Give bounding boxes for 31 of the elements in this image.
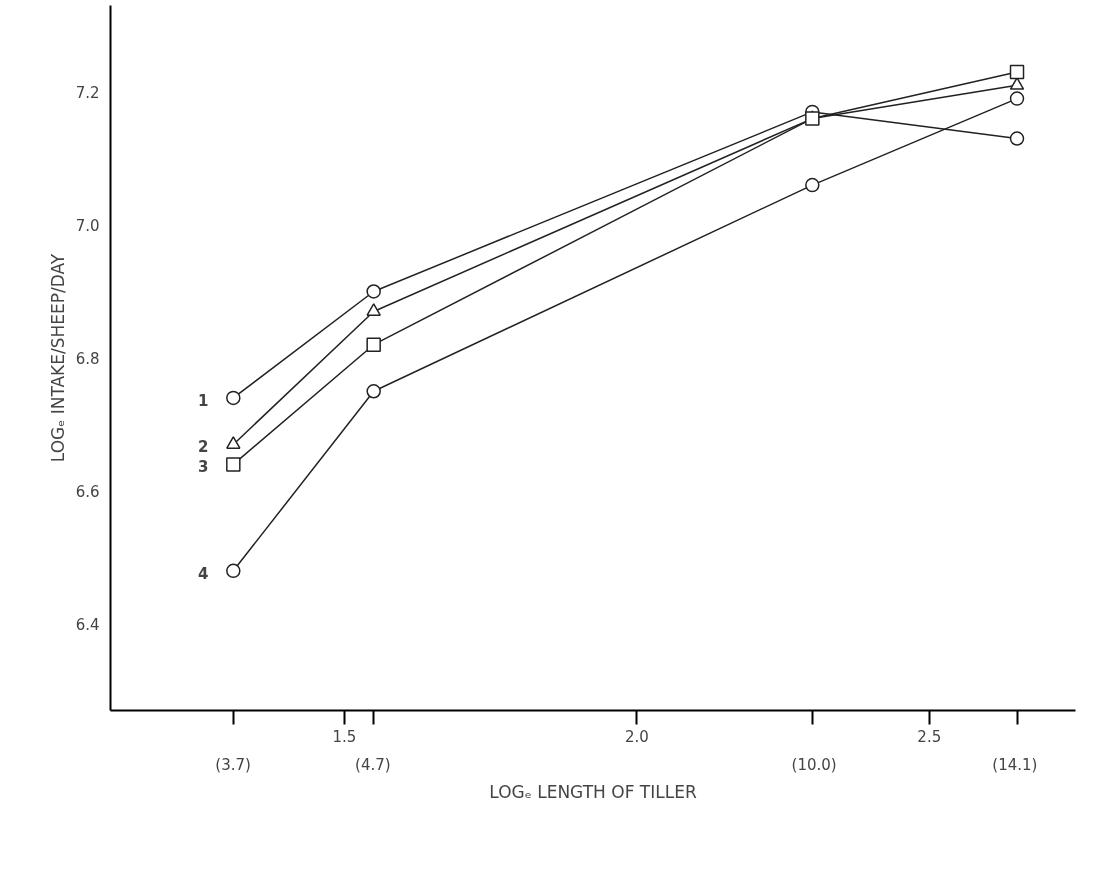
- point: [1009, 131, 1025, 146]
- point: [1009, 64, 1025, 80]
- point: [1009, 91, 1025, 106]
- x2-tick-label: (3.7): [215, 755, 251, 774]
- x-tick-label: 1.5: [332, 727, 357, 746]
- y-tick-label: 7.0: [75, 216, 100, 235]
- point: [226, 436, 241, 449]
- x-tick-label: 2.5: [917, 727, 942, 746]
- series-label: 2: [198, 438, 209, 457]
- y-tick-label: 6.6: [75, 483, 100, 502]
- point: [366, 337, 381, 352]
- point: [226, 457, 241, 472]
- x-tick-label: 2.0: [624, 727, 649, 746]
- point: [805, 177, 820, 193]
- x2-tick-label: (14.1): [992, 755, 1038, 774]
- x2-tick-label: (10.0): [791, 755, 837, 774]
- y-tick-label: 7.2: [75, 83, 100, 102]
- point: [366, 384, 381, 399]
- point: [366, 284, 381, 299]
- point: [226, 563, 241, 579]
- y-axis-title: LOGₑ INTAKE/SHEEP/DAY: [47, 253, 68, 463]
- point: [226, 390, 241, 406]
- series-label: 3: [198, 458, 209, 477]
- point: [1009, 77, 1025, 90]
- y-tick-label: 6.4: [75, 616, 100, 635]
- y-tick-label: 6.8: [75, 350, 100, 368]
- series-label: 1: [198, 391, 209, 410]
- x-axis-title: LOGₑ LENGTH OF TILLER: [489, 781, 697, 802]
- series-label: 4: [198, 564, 209, 583]
- x2-tick-label: (4.7): [355, 755, 391, 774]
- point: [366, 303, 381, 316]
